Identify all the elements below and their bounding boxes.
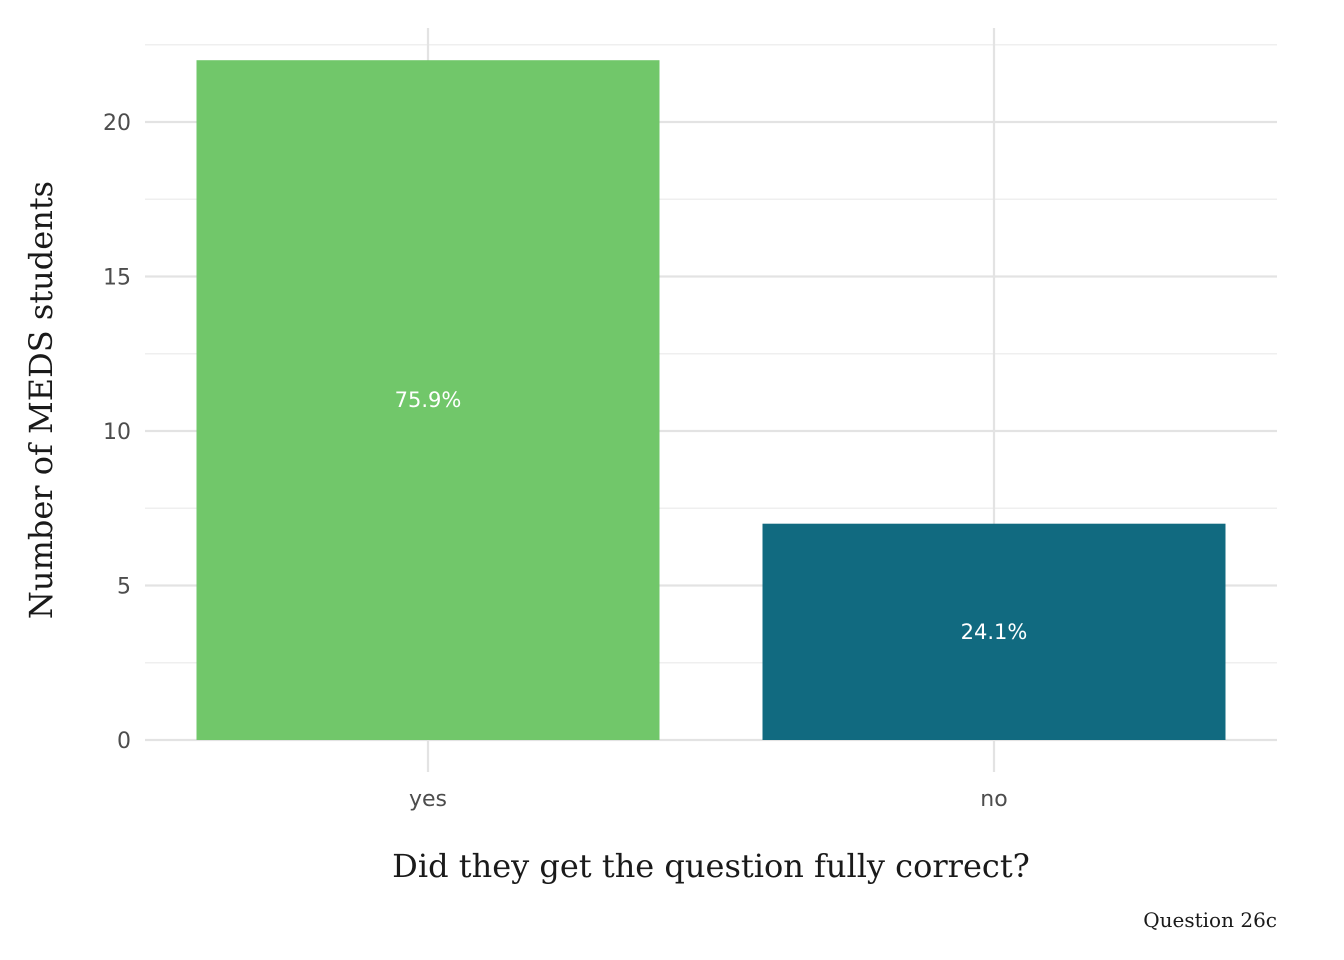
y-tick-label: 10 [103,420,131,445]
x-axis-ticks: yes no [409,787,1008,812]
bars [196,60,1226,740]
chart-caption: Question 26c [1143,908,1277,932]
bar-labels: 75.9% 24.1% [395,388,1028,644]
x-tick-label: no [980,787,1007,812]
y-tick-label: 5 [117,575,131,600]
x-tick-label: yes [409,787,447,812]
bar-yes [196,60,660,740]
y-axis-title: Number of MEDS students [22,181,60,619]
bar-label-no: 24.1% [961,620,1028,644]
x-axis-title: Did they get the question fully correct? [392,847,1030,885]
y-axis-ticks: 0 5 10 15 20 [103,111,131,754]
bar-no [762,523,1226,740]
bar-label-yes: 75.9% [395,388,462,412]
y-tick-label: 0 [117,729,131,754]
y-tick-label: 15 [103,266,131,291]
y-tick-label: 20 [103,111,131,136]
